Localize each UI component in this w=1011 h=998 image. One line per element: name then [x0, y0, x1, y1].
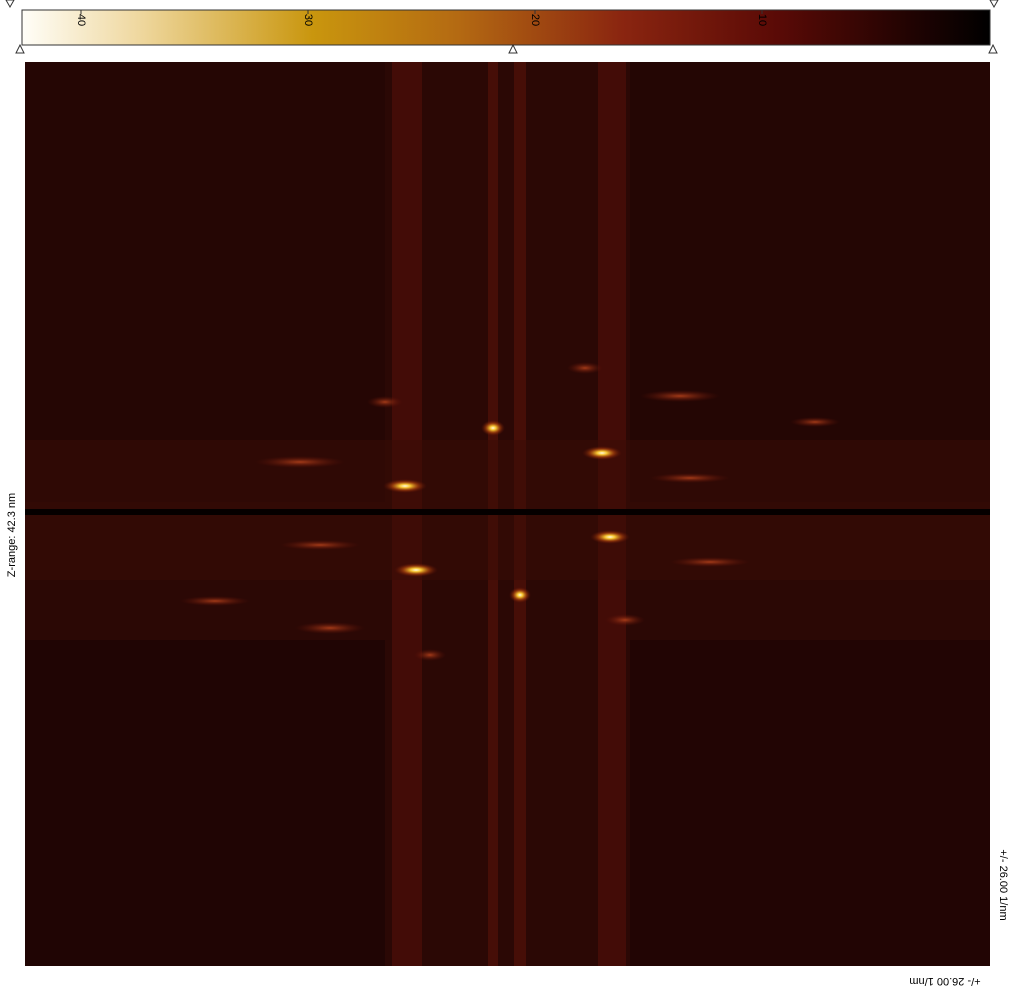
z-range-label: Z-range: 42.3 nm — [6, 493, 18, 577]
colorbar-tick-label: 30 — [302, 14, 314, 26]
colorbar-tick-label: 20 — [529, 14, 541, 26]
colorbar: 40 30 20 10 — [5, 0, 999, 54]
colorbar-tick-label: 40 — [75, 14, 87, 26]
colorbar-tick-label: 10 — [756, 14, 768, 26]
scale-label-flipped: +/- 26.00 1/nm — [909, 975, 980, 987]
scale-label: +/- 26.00 1/nm — [997, 849, 1009, 920]
fft-image — [25, 62, 990, 966]
